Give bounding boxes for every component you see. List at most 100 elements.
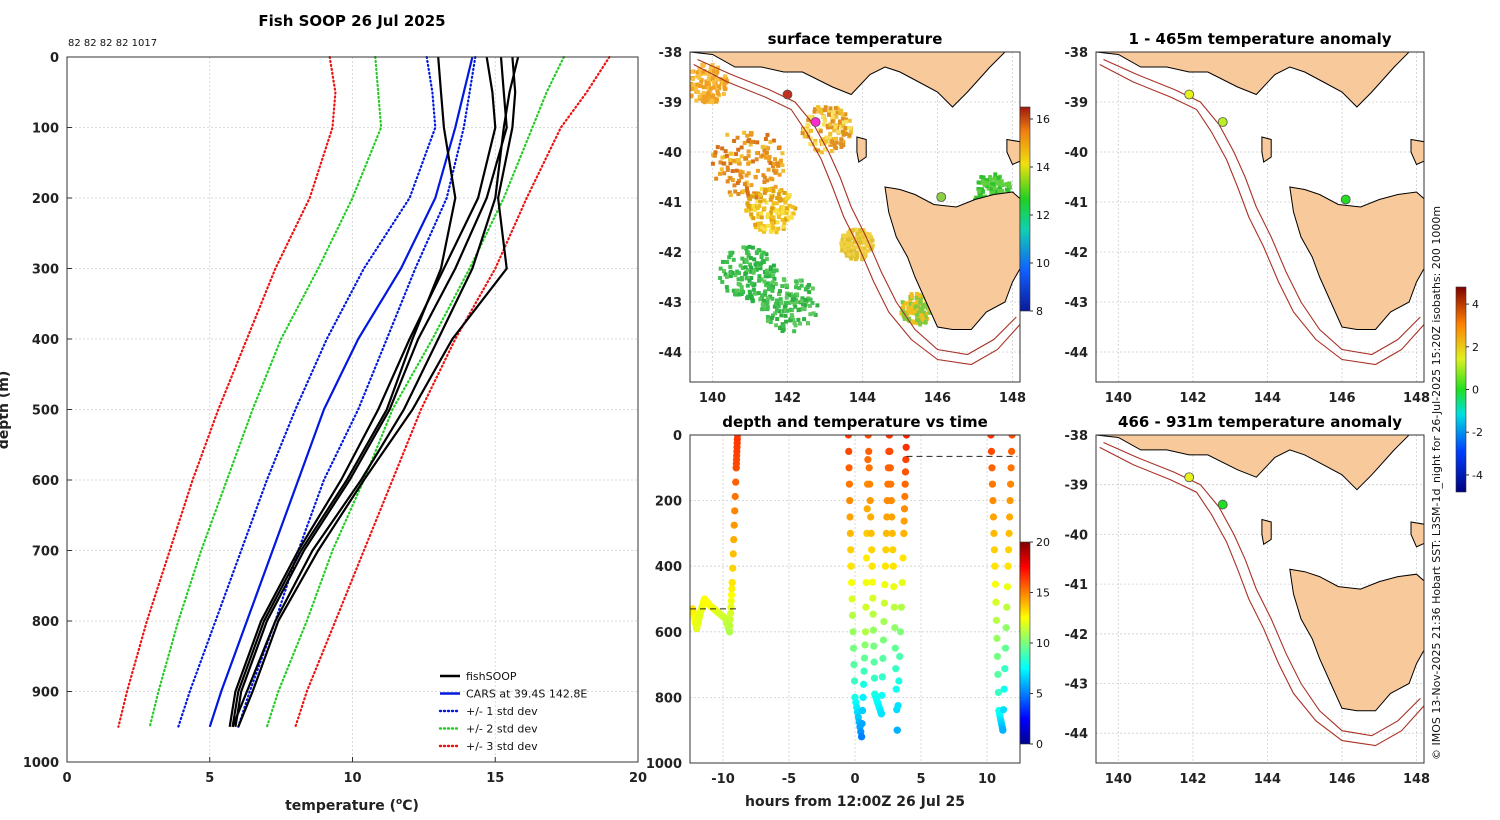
profile-x-tick-label: 5	[205, 771, 214, 786]
anomaly-map-1-station-1	[1217, 117, 1228, 127]
sst-pixel	[824, 135, 829, 140]
track-point	[867, 513, 875, 521]
sst-pixel	[763, 137, 768, 142]
sst-pixel	[749, 276, 754, 281]
sst-pixel	[761, 250, 766, 255]
track-point	[863, 505, 871, 513]
sst-pixel	[740, 170, 745, 175]
sst-pixel	[843, 236, 848, 241]
sst-colorbar-tick-label: 14	[1036, 161, 1050, 174]
track-point	[865, 464, 873, 472]
sst-pixel	[800, 131, 805, 136]
sst-pixel	[746, 139, 751, 144]
sst-pixel	[751, 287, 756, 292]
sst-pixel	[752, 282, 757, 287]
sst-pixel	[834, 136, 839, 141]
track-point	[845, 464, 853, 472]
sst-pixel	[745, 188, 750, 193]
sst-pixel	[762, 298, 767, 303]
sst-pixel	[816, 148, 821, 153]
sst-pixel	[914, 291, 919, 296]
sst-pixel	[730, 169, 735, 174]
sst-pixel	[997, 188, 1002, 193]
depth-time-x-tick-label: 10	[978, 772, 996, 787]
track-point	[901, 468, 910, 476]
sst-pixel	[781, 277, 786, 282]
sst-pixel	[820, 108, 825, 113]
sst-pixel	[684, 83, 688, 87]
sst-pixel	[909, 308, 914, 313]
sst-pixel	[841, 129, 846, 134]
sst-pixel	[755, 168, 760, 173]
sst-pixel	[765, 212, 770, 217]
sst-pixel	[803, 297, 808, 302]
sst-pixel	[736, 161, 741, 166]
anomaly-map-1-station-2	[1340, 194, 1351, 205]
sst-pixel	[865, 248, 870, 253]
sst-pixel	[837, 120, 842, 125]
profile-top-label: 82 82 82 82 1017	[68, 38, 157, 49]
profile-legend: fishSOOP CARS at 39.4S 142.8E +/- 1 std de…	[438, 670, 587, 753]
anomaly-map-2-title: 466 - 931m temperature anomaly	[1118, 413, 1402, 431]
track-point	[887, 480, 895, 488]
sst-pixel	[730, 178, 735, 183]
sst-pixel	[711, 85, 716, 90]
sst-pixel	[771, 138, 776, 143]
sst-map-isobath-1000	[693, 64, 1020, 366]
track-point	[878, 673, 886, 681]
sst-map-x-tick-label: 142	[774, 391, 801, 406]
sst-pixel	[695, 70, 700, 75]
sst-pixel	[731, 257, 736, 262]
sst-pixel	[899, 311, 904, 316]
sst-pixel	[767, 187, 772, 192]
track-point	[898, 579, 906, 587]
sst-pixel	[916, 303, 921, 308]
anomaly-map-1-stations	[1184, 89, 1351, 205]
sst-pixel	[800, 296, 805, 301]
sst-pixel	[743, 265, 748, 270]
track-point	[888, 513, 896, 521]
sst-pixel	[699, 80, 704, 85]
sst-pixel	[776, 211, 781, 216]
sst-pixel	[690, 82, 693, 87]
sst-pixel	[989, 190, 994, 195]
sst-pixel	[758, 227, 763, 232]
sst-pixel	[775, 220, 780, 225]
sst-pixel	[715, 77, 720, 82]
sst-pixel	[842, 239, 847, 244]
sst-pixel	[764, 268, 769, 273]
sst-pixel	[754, 267, 759, 272]
track-point	[900, 529, 908, 538]
sst-pixel	[810, 286, 815, 291]
sst-pixel	[826, 125, 831, 130]
sst-pixel	[752, 268, 757, 273]
sst-pixel	[910, 319, 915, 324]
track-point	[987, 435, 995, 439]
track-point	[847, 546, 855, 554]
sst-pixel	[857, 240, 862, 245]
sst-pixel	[918, 299, 923, 304]
sst-pixel	[848, 130, 853, 135]
sst-pixel	[989, 185, 994, 190]
anomaly-map-2-y-tick-label: -38	[1065, 429, 1089, 444]
profile-x-label: temperature (oC)	[285, 797, 419, 814]
sst-pixel	[734, 288, 739, 293]
sst-pixel	[867, 232, 872, 237]
sst-pixel	[730, 270, 735, 275]
anomaly-map-2-x-tick-label: 148	[1403, 772, 1430, 787]
depth-time-colorbar-tick-label: 15	[1036, 587, 1050, 600]
sst-pixel	[778, 297, 783, 302]
sst-pixel	[749, 212, 754, 217]
sst-pixel	[776, 192, 781, 197]
track-point	[899, 554, 907, 562]
sst-pixel	[694, 82, 699, 87]
sst-pixel	[707, 77, 712, 82]
sst-pixel	[776, 301, 781, 306]
sst-pixel	[727, 190, 732, 195]
sst-pixel	[718, 77, 723, 82]
sst-pixel	[780, 284, 785, 289]
sst-pixel	[770, 288, 775, 293]
sst-pixel	[762, 206, 767, 211]
sst-pixel	[765, 314, 770, 319]
sst-pixel	[863, 253, 868, 258]
